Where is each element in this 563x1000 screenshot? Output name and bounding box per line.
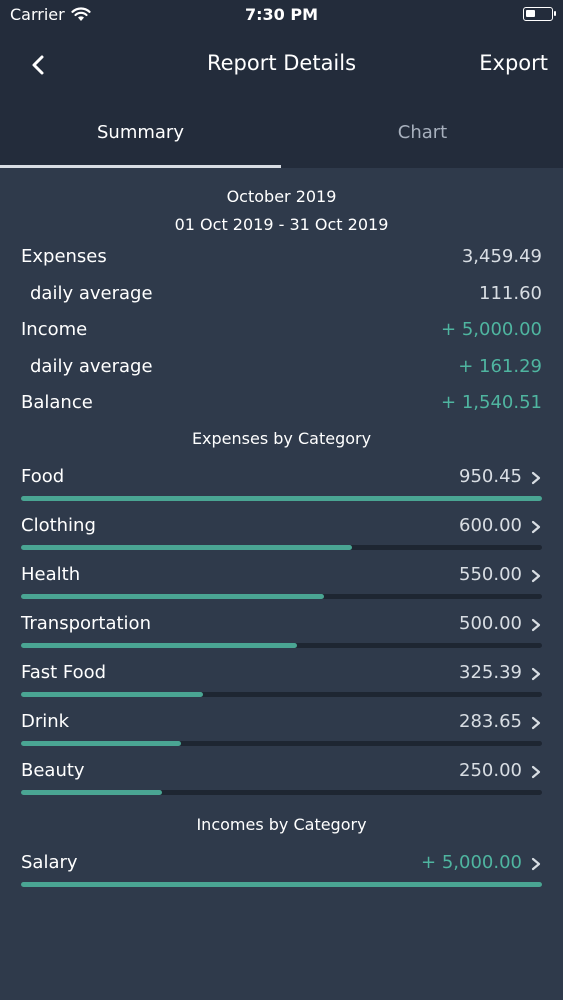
carrier-info: Carrier bbox=[10, 5, 91, 24]
category-amount: + 5,000.00 bbox=[421, 852, 522, 873]
category-progress-track bbox=[21, 496, 542, 501]
balance-label: Balance bbox=[21, 392, 93, 413]
balance-row: Balance + 1,540.51 bbox=[21, 392, 542, 422]
category-row[interactable]: Drink 283.65 bbox=[21, 711, 542, 760]
income-average-label: daily average bbox=[30, 356, 153, 377]
expenses-label: Expenses bbox=[21, 246, 107, 267]
tab-bar: Summary Chart bbox=[0, 108, 563, 168]
income-average-row: daily average + 161.29 bbox=[21, 356, 542, 386]
category-row[interactable]: Beauty 250.00 bbox=[21, 760, 542, 809]
category-progress-track bbox=[21, 790, 542, 795]
category-row[interactable]: Food 950.45 bbox=[21, 466, 542, 515]
chevron-right-icon bbox=[531, 716, 541, 730]
period-month: October 2019 bbox=[226, 187, 337, 206]
chevron-right-icon bbox=[531, 765, 541, 779]
status-bar: Carrier 7:30 PM bbox=[0, 0, 563, 30]
category-amount: 950.45 bbox=[459, 466, 522, 487]
tab-summary[interactable]: Summary bbox=[97, 122, 184, 143]
category-progress-track bbox=[21, 882, 542, 887]
category-row[interactable]: Salary + 5,000.00 bbox=[21, 852, 542, 901]
category-progress-fill bbox=[21, 882, 542, 887]
category-name: Beauty bbox=[21, 760, 85, 781]
category-progress-track bbox=[21, 594, 542, 599]
income-label: Income bbox=[21, 319, 88, 340]
balance-value: + 1,540.51 bbox=[441, 392, 542, 413]
status-time: 7:30 PM bbox=[244, 5, 318, 24]
period-range: 01 Oct 2019 - 31 Oct 2019 bbox=[174, 215, 389, 234]
category-name: Fast Food bbox=[21, 662, 107, 683]
category-amount: 250.00 bbox=[459, 760, 522, 781]
category-name: Transportation bbox=[21, 613, 151, 634]
chevron-right-icon bbox=[531, 667, 541, 681]
category-progress-fill bbox=[21, 643, 297, 648]
chevron-right-icon bbox=[531, 618, 541, 632]
category-name: Drink bbox=[21, 711, 70, 732]
chevron-right-icon bbox=[531, 471, 541, 485]
category-amount: 550.00 bbox=[459, 564, 522, 585]
chevron-right-icon bbox=[531, 569, 541, 583]
category-progress-fill bbox=[21, 594, 325, 599]
category-name: Salary bbox=[21, 852, 78, 873]
chevron-right-icon bbox=[531, 520, 541, 534]
income-row: Income + 5,000.00 bbox=[21, 319, 542, 349]
category-amount: 500.00 bbox=[459, 613, 522, 634]
back-chevron-icon[interactable] bbox=[26, 52, 52, 78]
incomes-by-category-heading: Incomes by Category bbox=[196, 815, 367, 834]
battery-icon bbox=[523, 7, 556, 21]
page-title: Report Details bbox=[206, 51, 357, 75]
category-name: Food bbox=[21, 466, 65, 487]
category-progress-track bbox=[21, 545, 542, 550]
category-amount: 283.65 bbox=[459, 711, 522, 732]
expenses-average-value: 111.60 bbox=[479, 283, 542, 304]
carrier-label: Carrier bbox=[10, 5, 65, 24]
category-progress-fill bbox=[21, 692, 203, 697]
wifi-icon bbox=[71, 7, 91, 21]
category-amount: 325.39 bbox=[459, 662, 522, 683]
category-progress-track bbox=[21, 692, 542, 697]
category-progress-fill bbox=[21, 496, 542, 501]
category-amount: 600.00 bbox=[459, 515, 522, 536]
income-value: + 5,000.00 bbox=[441, 319, 542, 340]
expenses-value: 3,459.49 bbox=[461, 246, 542, 267]
expenses-average-row: daily average 111.60 bbox=[21, 283, 542, 313]
expenses-row: Expenses 3,459.49 bbox=[21, 246, 542, 276]
expenses-by-category-heading: Expenses by Category bbox=[191, 429, 372, 448]
category-progress-fill bbox=[21, 790, 163, 795]
tab-chart[interactable]: Chart bbox=[397, 122, 448, 143]
category-progress-track bbox=[21, 643, 542, 648]
income-average-value: + 161.29 bbox=[458, 356, 542, 377]
category-name: Clothing bbox=[21, 515, 96, 536]
category-progress-fill bbox=[21, 545, 352, 550]
navigation-bar: Report Details Export bbox=[0, 40, 563, 90]
header-area: Carrier 7:30 PM Report Details Export Su… bbox=[0, 0, 563, 168]
chevron-right-icon bbox=[531, 857, 541, 871]
category-name: Health bbox=[21, 564, 81, 585]
export-button[interactable]: Export bbox=[479, 51, 548, 75]
category-row[interactable]: Fast Food 325.39 bbox=[21, 662, 542, 711]
category-row[interactable]: Transportation 500.00 bbox=[21, 613, 542, 662]
active-tab-indicator bbox=[0, 165, 281, 168]
category-row[interactable]: Clothing 600.00 bbox=[21, 515, 542, 564]
expenses-average-label: daily average bbox=[30, 283, 153, 304]
category-row[interactable]: Health 550.00 bbox=[21, 564, 542, 613]
category-progress-fill bbox=[21, 741, 181, 746]
category-progress-track bbox=[21, 741, 542, 746]
